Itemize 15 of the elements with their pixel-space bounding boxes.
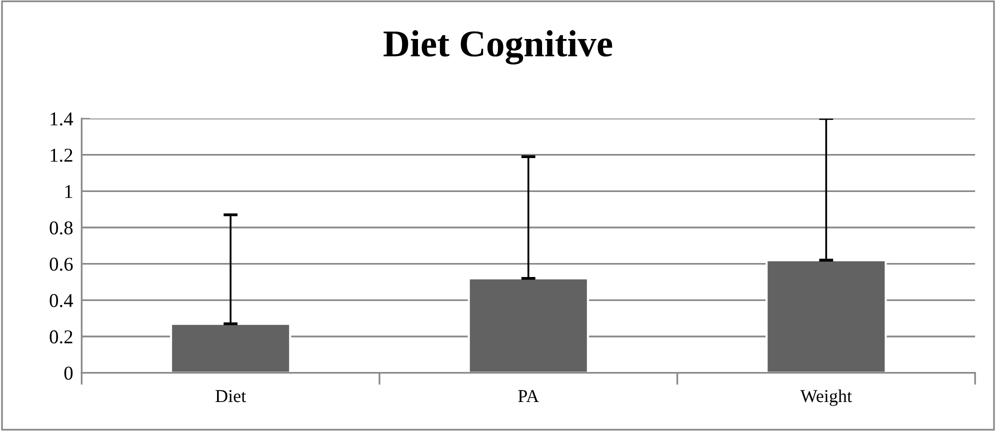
bar: [468, 277, 589, 373]
y-tick-label: 0.6: [50, 258, 73, 271]
y-tick-label: 1.2: [50, 148, 72, 162]
x-tick-label: PA: [518, 390, 539, 402]
chart-title: Diet Cognitive: [384, 30, 612, 64]
bar: [170, 322, 292, 373]
y-tick-label: 1.4: [50, 112, 74, 126]
y-tick-label: 0.8: [50, 221, 73, 235]
y-tick-label: 0: [64, 366, 73, 380]
y-tick-label: 1: [65, 185, 72, 198]
bar: [766, 259, 887, 373]
x-tick-label: Weight: [800, 389, 852, 406]
y-tick-label: 0.4: [50, 294, 74, 308]
x-tick-label: Diet: [216, 390, 246, 402]
y-tick-label: 0.2: [50, 330, 72, 344]
